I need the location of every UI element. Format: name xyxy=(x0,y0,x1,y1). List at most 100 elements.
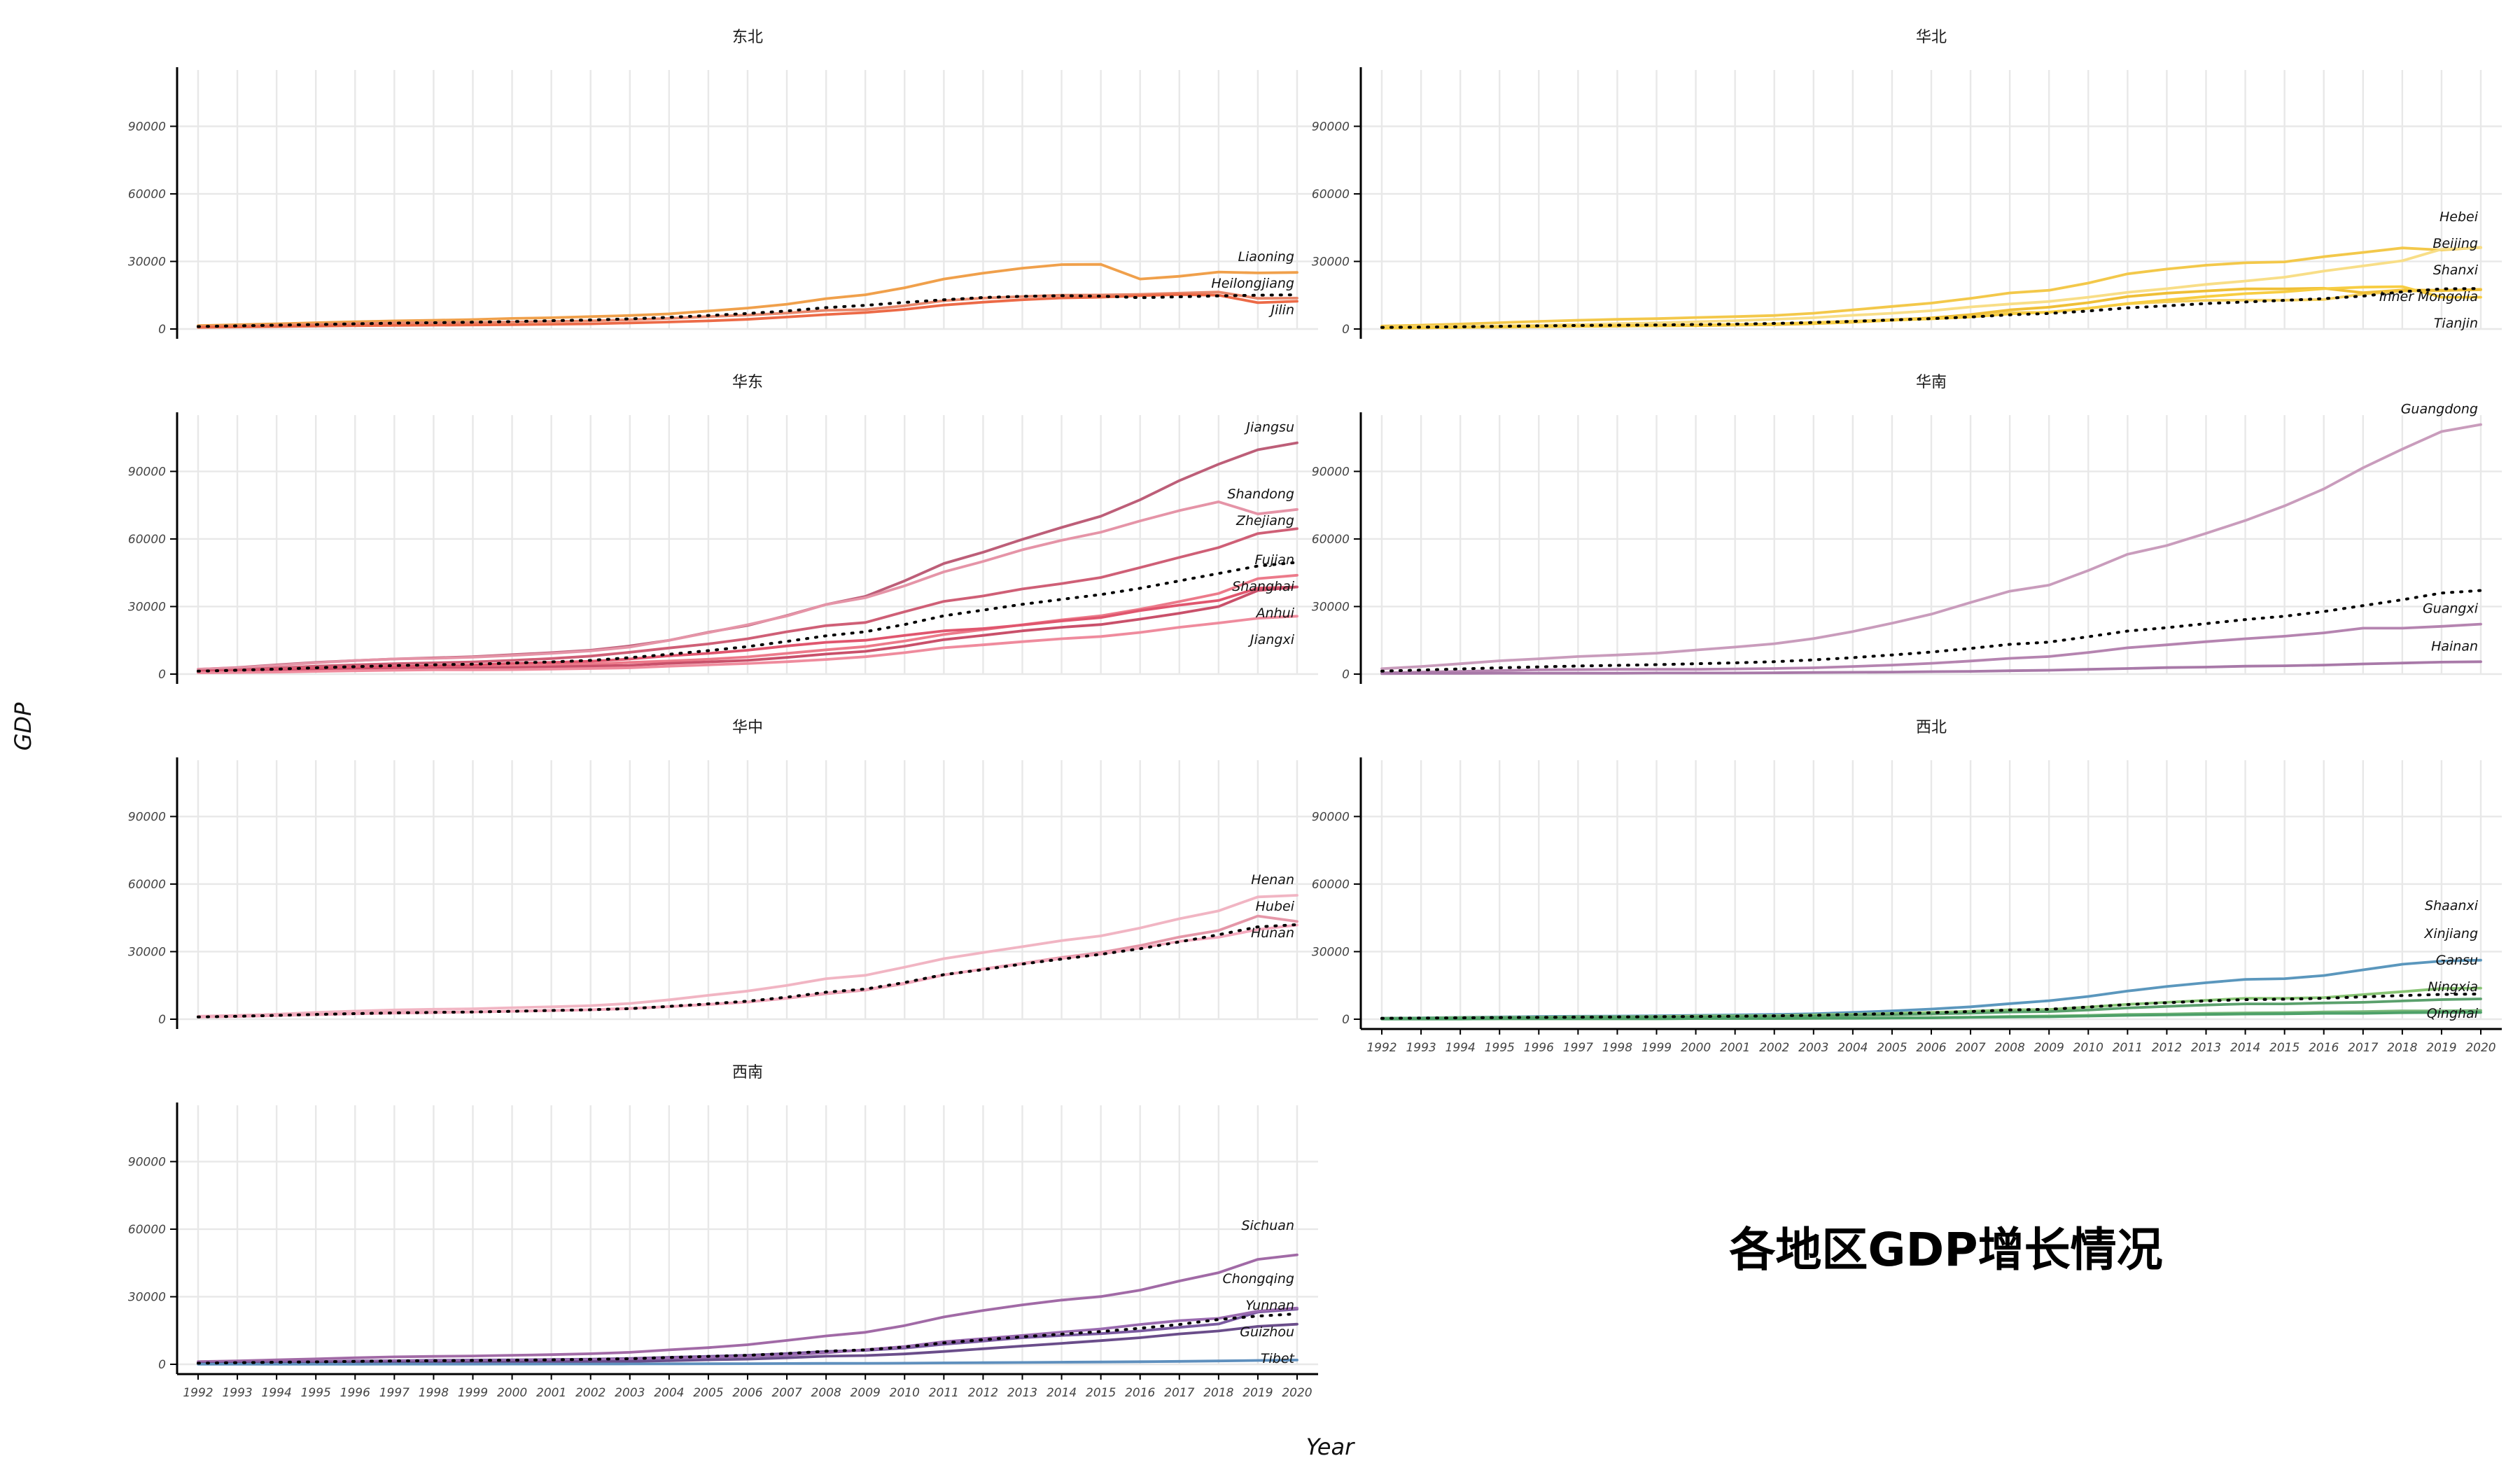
x-tick-label: 1999 xyxy=(1642,1041,1672,1055)
y-tick-label: 0 xyxy=(1342,323,1350,337)
x-tick-label: 2011 xyxy=(929,1386,959,1400)
x-tick-label: 2003 xyxy=(615,1386,645,1400)
series-label: Liaoning xyxy=(1238,249,1294,265)
x-tick-label: 1997 xyxy=(1563,1041,1593,1055)
x-tick-label: 2016 xyxy=(2309,1041,2339,1055)
y-tick-label: 60000 xyxy=(1312,188,1350,202)
series-label: Henan xyxy=(1251,872,1294,888)
facet-panel: 东北 0 30000 60000 90000 Liaoning Heilongjiang Ji… xyxy=(128,29,1318,339)
series-line xyxy=(197,262,1298,328)
y-tick-label: 90000 xyxy=(128,465,166,479)
series-label: Guangdong xyxy=(2401,402,2478,417)
x-tick-label: 2010 xyxy=(890,1386,920,1400)
series-line xyxy=(197,585,1298,674)
x-tick-label: 2004 xyxy=(654,1386,684,1400)
x-tick-label: 1995 xyxy=(301,1386,331,1400)
series-label: Fujian xyxy=(1255,552,1294,568)
x-tick-label: 2017 xyxy=(1164,1386,1194,1400)
x-tick-label: 2007 xyxy=(771,1386,802,1400)
x-tick-label: 2002 xyxy=(575,1386,606,1400)
panel-title: 西南 xyxy=(732,1064,763,1082)
y-tick-label: 60000 xyxy=(128,188,166,202)
x-tick-label: 2008 xyxy=(811,1386,841,1400)
series-label: Zhejiang xyxy=(1236,513,1294,528)
x-tick-label: 2002 xyxy=(1759,1041,1789,1055)
x-tick-label: 1995 xyxy=(1485,1041,1515,1055)
x-tick-label: 2000 xyxy=(1681,1041,1711,1055)
y-tick-label: 60000 xyxy=(128,878,166,892)
x-tick-label: 2020 xyxy=(2465,1041,2496,1055)
x-tick-label: 2001 xyxy=(1720,1041,1750,1055)
y-tick-label: 60000 xyxy=(1312,878,1350,892)
series-label: Beijing xyxy=(2432,236,2478,251)
y-tick-label: 90000 xyxy=(128,1155,166,1169)
y-tick-label: 30000 xyxy=(1312,945,1350,959)
y-tick-label: 30000 xyxy=(128,600,166,614)
x-tick-label: 2009 xyxy=(2034,1041,2064,1055)
chart-title: 各地区GDP增长情况 xyxy=(1729,1223,2162,1277)
x-tick-label: 2008 xyxy=(1995,1041,2025,1055)
series-line xyxy=(1380,660,2482,676)
x-tick-label: 2012 xyxy=(2152,1041,2182,1055)
x-tick-label: 1994 xyxy=(1446,1041,1476,1055)
x-axis-title: Year xyxy=(1306,1434,1355,1460)
y-tick-label: 0 xyxy=(1342,668,1350,682)
x-tick-label: 2019 xyxy=(1242,1386,1273,1400)
x-tick-label: 2014 xyxy=(2230,1041,2260,1055)
series-label: Shanxi xyxy=(2433,262,2479,278)
series-label: Shaanxi xyxy=(2425,898,2479,913)
y-tick-label: 30000 xyxy=(128,1290,166,1304)
series-label: Jilin xyxy=(1268,302,1294,318)
x-tick-label: 2018 xyxy=(1203,1386,1233,1400)
facet-panel: 西北 0 30000 60000 90000 1992 1993 1994 1995 1996 19… xyxy=(1312,719,2502,1055)
panel-title: 华东 xyxy=(732,374,763,391)
series-label: Guizhou xyxy=(1240,1324,1294,1340)
x-tick-label: 1993 xyxy=(1406,1041,1436,1055)
panel-title: 华中 xyxy=(732,719,763,736)
y-tick-label: 30000 xyxy=(128,255,166,269)
average-line xyxy=(1380,589,2482,673)
series-line xyxy=(1380,246,2482,328)
x-tick-label: 1996 xyxy=(340,1386,370,1400)
series-label: Xinjiang xyxy=(2423,926,2478,941)
series-label: Chongqing xyxy=(1223,1271,1294,1287)
x-tick-label: 1993 xyxy=(222,1386,252,1400)
series-label: Guangxi xyxy=(2423,601,2479,617)
series-label: Hubei xyxy=(1256,899,1295,914)
facet-panel: 华北 0 30000 60000 90000 Hebei Beijing Shanxi Inne… xyxy=(1312,29,2502,339)
average-line xyxy=(197,293,1298,328)
panel-title: 华北 xyxy=(1916,29,1947,46)
series-label: Gansu xyxy=(2436,953,2478,968)
x-tick-label: 2000 xyxy=(497,1386,527,1400)
y-tick-label: 0 xyxy=(1342,1013,1350,1027)
facet-panel: 西南 0 30000 60000 90000 1992 1993 1994 1995 1996 19… xyxy=(128,1064,1318,1400)
series-line xyxy=(197,500,1298,671)
series-label: Hunan xyxy=(1251,925,1294,941)
x-tick-label: 2005 xyxy=(1877,1041,1907,1055)
x-tick-label: 2016 xyxy=(1125,1386,1155,1400)
series-label: Yunnan xyxy=(1245,1298,1294,1313)
x-tick-label: 2017 xyxy=(2348,1041,2378,1055)
average-line xyxy=(197,561,1298,673)
series-label: Jiangsu xyxy=(1243,420,1294,435)
x-tick-label: 1999 xyxy=(458,1386,488,1400)
series-label: Jiangxi xyxy=(1247,632,1295,648)
y-tick-label: 60000 xyxy=(128,1223,166,1237)
x-tick-label: 2010 xyxy=(2073,1041,2104,1055)
series-line xyxy=(1380,423,2482,671)
x-tick-label: 2018 xyxy=(2387,1041,2417,1055)
series-line xyxy=(197,1253,1298,1363)
series-label: Hainan xyxy=(2431,638,2478,654)
series-line xyxy=(197,293,1298,329)
x-tick-label: 1998 xyxy=(419,1386,449,1400)
y-tick-label: 90000 xyxy=(1312,120,1350,134)
series-line xyxy=(1380,622,2482,674)
x-tick-label: 1992 xyxy=(1366,1041,1396,1055)
y-axis-title: GDP xyxy=(10,702,36,750)
average-line xyxy=(197,1312,1298,1365)
series-label: Anhui xyxy=(1255,606,1295,621)
y-tick-label: 0 xyxy=(158,668,166,682)
series-line xyxy=(197,527,1298,673)
series-line xyxy=(197,894,1298,1018)
x-tick-label: 2015 xyxy=(2269,1041,2300,1055)
